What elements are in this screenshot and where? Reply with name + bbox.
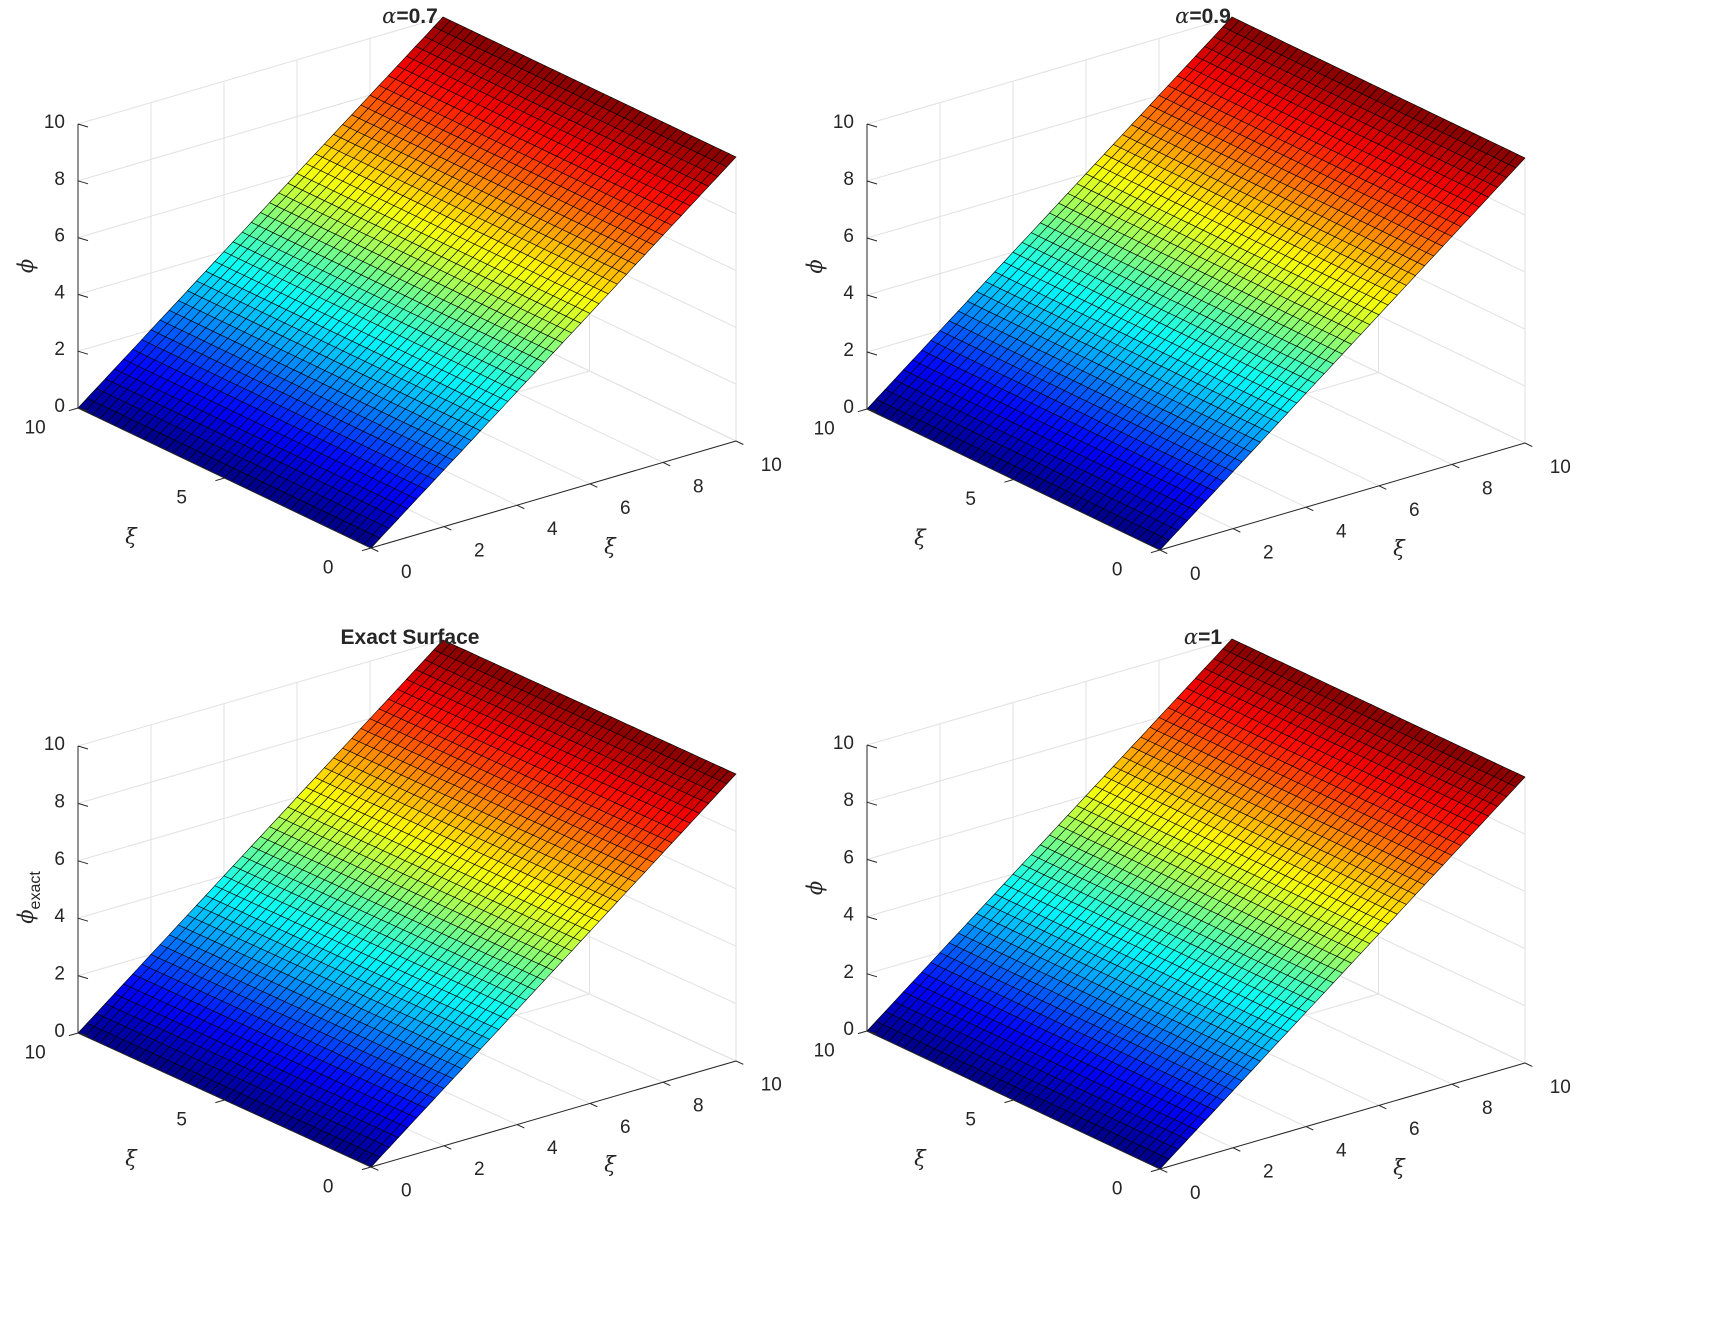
z-tick [78,124,88,127]
y-tick [69,1033,78,1036]
x-tick [736,441,743,445]
y-tick [362,1167,371,1170]
subplot-2: 0 2 4 6 8 10 0 5 10 0 2 4 6 8 10 ξ ξ ϕ α=0.9 [803,4,1571,585]
x-tick [736,1061,743,1064]
surface-2 [867,17,1525,550]
z-tick-label: 6 [54,226,65,247]
x-tick [1379,486,1386,490]
z-tick [78,918,88,921]
x-tick [1452,464,1459,468]
z-tick [78,861,88,864]
z-axis-label: ϕ [14,259,38,273]
y-tick [858,409,867,412]
x-tick-label: 6 [1409,500,1420,521]
x-tick-label: 2 [474,541,485,562]
x-tick [663,1082,670,1085]
surface-3 [78,640,736,1167]
x-tick [590,1103,597,1106]
y-tick [215,1100,224,1103]
x-tick-label: 8 [1482,479,1493,500]
y-axis-label: ξ [914,526,927,550]
x-tick-label: 0 [401,1180,412,1201]
x-tick [517,505,524,509]
z-tick-label: 4 [843,283,854,304]
x-tick-label: 0 [401,562,412,583]
x-tick-label: 10 [1550,457,1571,478]
y-tick [1004,480,1013,483]
y-tick-label: 10 [25,418,46,439]
z-tick [78,351,88,354]
z-tick [78,181,88,184]
x-tick [1233,529,1240,533]
z-tick-label: 8 [843,169,854,190]
z-axis-label: ϕ [803,259,827,273]
x-tick-label: 2 [1263,543,1274,564]
z-tick-label: 8 [54,169,65,190]
x-tick [444,1146,451,1149]
z-tick [867,295,877,298]
z-tick-label: 2 [843,340,854,361]
subplot-title: α=0.7 [382,4,438,28]
x-tick-label: 6 [620,1117,631,1138]
x-tick [371,1167,378,1170]
x-tick-label: 8 [693,476,704,497]
z-tick-label: 10 [833,112,854,133]
x-tick [1525,443,1532,447]
y-tick [1151,550,1160,553]
y-tick [69,408,78,411]
y-axis-label: ξ [125,525,138,549]
z-tick-label: 0 [843,397,854,418]
subplot-title: α=0.9 [1175,4,1231,28]
y-tick [362,548,371,551]
x-tick [1160,550,1167,554]
z-tick-label: 2 [54,339,65,360]
y-tick-label: 10 [814,419,835,440]
x-axis-label: ξ [604,534,617,558]
x-tick [517,1125,524,1128]
x-tick [590,484,597,488]
x-tick-label: 4 [1336,521,1347,542]
x-axis-label: ξ [1393,537,1406,561]
z-tick [867,124,877,127]
z-tick [867,352,877,355]
y-tick [215,478,224,481]
z-tick [78,976,88,979]
y-tick-label: 5 [176,488,187,509]
z-tick-label: 0 [54,396,65,417]
x-tick-label: 6 [620,498,631,519]
y-tick-label: 5 [965,489,976,510]
x-tick [444,527,451,531]
x-tick [371,548,378,552]
x-tick-label: 4 [547,519,558,540]
z-tick [867,238,877,241]
z-tick-label: 6 [843,226,854,247]
z-tick-label: 10 [44,112,65,133]
z-tick [867,181,877,184]
z-tick [78,746,88,749]
x-tick [663,462,670,466]
x-tick-label: 0 [1190,564,1201,585]
x-tick-label: 10 [761,455,782,476]
y-tick-label: 0 [1112,560,1123,581]
z-tick-label: 4 [54,282,65,303]
surface-1 [78,17,736,548]
x-tick [1306,507,1313,511]
x-tick-label: 2 [474,1159,485,1180]
z-tick [78,803,88,806]
z-tick [78,238,88,241]
subplot-1: 0 2 4 6 8 10 0 5 10 0 2 4 6 8 10 ξ ξ ϕ α=0.7 [14,4,782,583]
x-tick-label: 4 [547,1138,558,1159]
y-tick-label: 0 [323,558,334,579]
z-tick [78,294,88,297]
